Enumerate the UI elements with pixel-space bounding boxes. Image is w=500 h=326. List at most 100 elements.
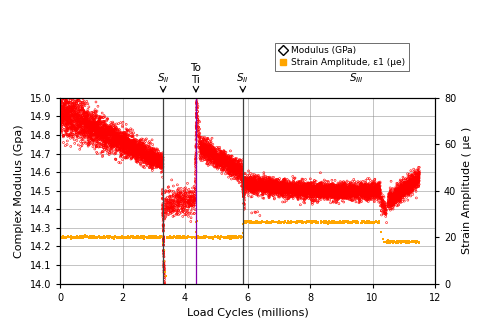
Point	[406, 178, 414, 183]
Point	[60, 110, 68, 115]
Point	[235, 161, 243, 166]
Point	[400, 240, 407, 245]
Point	[304, 189, 312, 195]
Point	[147, 157, 155, 162]
Point	[287, 184, 295, 189]
Point	[272, 181, 280, 186]
Point	[150, 154, 158, 159]
Point	[409, 240, 417, 245]
Point	[136, 151, 144, 156]
Point	[265, 186, 273, 191]
Point	[296, 190, 304, 196]
Point	[228, 234, 236, 239]
Point	[251, 176, 259, 182]
Point	[214, 161, 222, 166]
Point	[302, 182, 310, 187]
Point	[82, 121, 90, 126]
Point	[412, 180, 420, 185]
Point	[377, 196, 385, 201]
Point	[120, 134, 128, 139]
Point	[266, 184, 274, 189]
Point	[299, 188, 307, 193]
Point	[184, 198, 192, 203]
Point	[146, 141, 154, 146]
Point	[205, 145, 213, 150]
Point	[355, 189, 363, 194]
Point	[322, 192, 330, 197]
Point	[298, 189, 306, 194]
Point	[213, 235, 221, 240]
Point	[409, 180, 417, 185]
Point	[130, 148, 138, 153]
Point	[359, 219, 367, 224]
Point	[228, 153, 235, 158]
Point	[88, 129, 96, 134]
Point	[218, 156, 226, 161]
Point	[314, 194, 322, 200]
Point	[388, 201, 396, 207]
Point	[203, 153, 211, 158]
Point	[174, 189, 182, 195]
Point	[210, 155, 218, 160]
Point	[367, 184, 375, 189]
Point	[158, 234, 166, 240]
Point	[369, 186, 377, 192]
Point	[160, 237, 168, 242]
Point	[218, 161, 226, 166]
Point	[150, 150, 158, 156]
Point	[208, 156, 216, 161]
Point	[223, 159, 231, 164]
Point	[252, 185, 260, 190]
Point	[236, 163, 244, 168]
Point	[282, 186, 290, 191]
Point	[92, 136, 100, 141]
Point	[326, 220, 334, 225]
Point	[94, 133, 102, 138]
Point	[347, 220, 355, 225]
Point	[266, 183, 274, 188]
Point	[64, 114, 72, 119]
Point	[284, 182, 292, 187]
Point	[134, 152, 142, 157]
Point	[408, 185, 416, 191]
Point	[150, 154, 158, 159]
Point	[94, 136, 102, 141]
Point	[224, 166, 232, 171]
Point	[74, 142, 82, 148]
Point	[138, 146, 146, 152]
Point	[102, 135, 110, 140]
Point	[346, 185, 354, 190]
Point	[282, 188, 290, 194]
Point	[338, 194, 345, 199]
Point	[62, 121, 70, 126]
Point	[187, 193, 195, 199]
Point	[296, 187, 304, 192]
Point	[227, 167, 235, 172]
Point	[259, 192, 267, 197]
Point	[176, 197, 184, 202]
Point	[179, 199, 187, 204]
Point	[398, 191, 406, 196]
Point	[293, 185, 301, 191]
Point	[274, 178, 282, 183]
Point	[300, 197, 308, 202]
Point	[148, 158, 156, 164]
Point	[72, 107, 80, 112]
Point	[393, 192, 401, 198]
Point	[56, 99, 64, 104]
Point	[263, 219, 271, 225]
Point	[156, 155, 164, 160]
Point	[136, 159, 143, 164]
Point	[246, 184, 254, 189]
Point	[68, 102, 76, 108]
Point	[201, 145, 209, 150]
Point	[372, 183, 380, 188]
Point	[333, 193, 341, 198]
Point	[292, 183, 300, 188]
Point	[70, 101, 78, 107]
Point	[136, 151, 144, 156]
Point	[262, 191, 270, 197]
Point	[145, 156, 153, 162]
Point	[376, 187, 384, 192]
Point	[194, 124, 202, 129]
